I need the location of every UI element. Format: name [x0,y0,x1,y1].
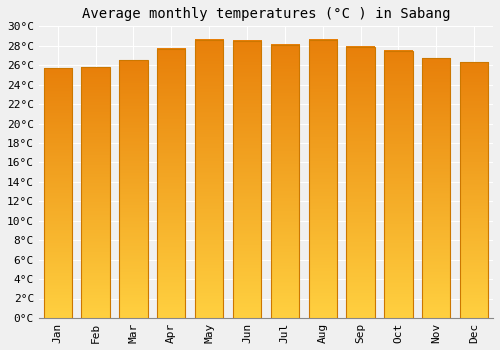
Bar [157,49,186,318]
Bar [270,45,299,318]
Bar [460,62,488,318]
Bar [82,67,110,318]
Bar [308,40,337,318]
Bar [346,47,375,318]
Bar [233,41,261,318]
Bar [195,40,224,318]
Bar [233,41,261,318]
Bar [119,60,148,318]
Bar [422,58,450,318]
Bar [384,51,412,318]
Bar [119,60,148,318]
Bar [384,51,412,318]
Bar [270,45,299,318]
Bar [157,49,186,318]
Bar [460,62,488,318]
Bar [44,68,72,318]
Bar [308,40,337,318]
Bar [422,58,450,318]
Bar [82,67,110,318]
Title: Average monthly temperatures (°C ) in Sabang: Average monthly temperatures (°C ) in Sa… [82,7,450,21]
Bar [44,68,72,318]
Bar [346,47,375,318]
Bar [195,40,224,318]
